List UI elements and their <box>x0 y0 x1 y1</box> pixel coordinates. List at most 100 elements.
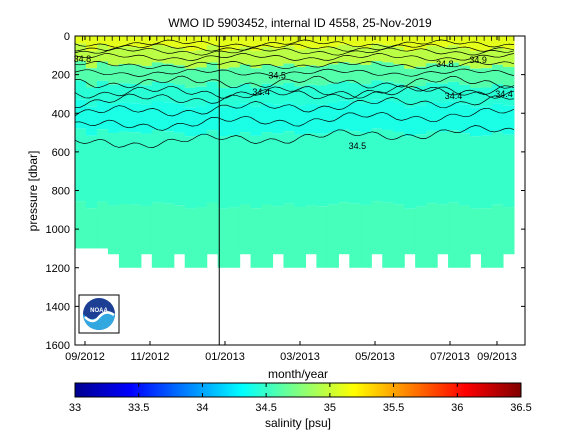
colorbar-tick-label: 36 <box>451 402 463 414</box>
field-cell <box>107 133 120 206</box>
field-cell <box>393 204 405 268</box>
field-cell <box>382 36 394 45</box>
field-cell <box>75 99 87 129</box>
field-cell <box>261 132 274 205</box>
field-cell <box>129 36 142 48</box>
x-tick-label: 09/2012 <box>65 351 105 363</box>
field-column <box>470 36 482 255</box>
field-column <box>360 36 372 268</box>
field-cell <box>316 36 328 49</box>
field-column <box>239 36 252 255</box>
field-cell <box>470 36 482 52</box>
field-cell <box>415 134 427 207</box>
field-cell <box>184 36 197 52</box>
field-cell <box>162 82 175 103</box>
field-cell <box>118 102 131 132</box>
y-tick-label: 600 <box>52 147 70 159</box>
field-cell <box>283 63 296 83</box>
field-column <box>228 36 241 268</box>
colorbar-tick-label: 34.5 <box>255 402 276 414</box>
field-cell <box>338 129 350 203</box>
field-cell <box>151 202 164 268</box>
field-cell <box>272 85 285 105</box>
field-cell <box>327 102 339 132</box>
field-cell <box>491 47 504 65</box>
field-cell <box>85 106 98 136</box>
field-cell <box>327 64 339 84</box>
colorbar-tick-label: 33 <box>69 402 81 414</box>
field-cell <box>349 46 361 64</box>
field-cell <box>448 62 460 82</box>
field-column <box>426 36 438 268</box>
field-cell <box>491 36 504 48</box>
contour-line <box>75 95 514 117</box>
field-column <box>502 36 515 255</box>
field-cell <box>502 86 515 106</box>
field-cell <box>437 46 449 65</box>
field-cell <box>415 66 427 87</box>
x-tick-label: 03/2013 <box>280 351 320 363</box>
field-cell <box>305 48 317 66</box>
field-cell <box>129 47 142 65</box>
field-cell <box>283 82 296 103</box>
contour-label: 34.4 <box>252 87 270 97</box>
field-cell <box>283 203 296 268</box>
field-cell <box>404 36 416 52</box>
field-cell <box>426 203 438 268</box>
field-cell <box>118 63 131 84</box>
field-column <box>75 36 87 249</box>
field-cell <box>75 36 87 44</box>
field-cell <box>360 103 372 133</box>
contour-line <box>75 61 515 70</box>
field-cell <box>459 205 471 268</box>
field-cell <box>404 136 416 209</box>
y-tick-label: 800 <box>52 186 70 198</box>
field-cell <box>151 129 164 203</box>
field-cell <box>250 106 263 136</box>
contour-label: 34.5 <box>349 141 367 151</box>
colorbar-tick-label: 33.5 <box>128 402 149 414</box>
y-tick-label: 0 <box>64 31 70 43</box>
contour-line <box>75 84 515 108</box>
field-cell <box>96 61 109 81</box>
colorbar-tick-label: 36.5 <box>510 402 531 414</box>
field-cell <box>415 36 427 50</box>
field-cell <box>129 204 142 268</box>
field-cell <box>316 133 328 207</box>
contour-line <box>75 47 514 56</box>
field-cell <box>360 64 372 85</box>
field-cell <box>173 47 186 66</box>
contour-line <box>75 85 514 99</box>
field-cell <box>502 49 515 68</box>
field-cell <box>96 80 109 101</box>
field-cell <box>502 67 515 87</box>
field-column <box>393 36 405 268</box>
field-cell <box>184 51 197 69</box>
field-cell <box>327 36 339 47</box>
field-cell <box>382 129 394 203</box>
colorbar-tick-label: 34 <box>196 402 208 414</box>
field-cell <box>140 104 153 134</box>
field-cell <box>316 104 328 134</box>
field-cell <box>206 36 219 46</box>
field-cell <box>129 132 142 205</box>
field-cell <box>480 208 493 268</box>
y-tick-label: 1200 <box>46 263 70 275</box>
field-cell <box>480 68 493 88</box>
field-cell <box>349 63 361 83</box>
field-cell <box>448 101 460 131</box>
field-cell <box>404 51 416 69</box>
field-column <box>173 36 186 255</box>
field-cell <box>338 202 350 255</box>
field-cell <box>371 61 383 81</box>
field-column <box>404 36 416 255</box>
field-cell <box>239 36 252 48</box>
field-cell <box>96 36 109 45</box>
field-column <box>162 36 175 268</box>
field-cell <box>316 48 328 67</box>
field-cell <box>228 207 241 268</box>
field-cell <box>327 46 339 65</box>
contour-label: 34.8 <box>74 54 92 64</box>
field-cell <box>107 205 120 255</box>
field-column <box>415 36 427 268</box>
